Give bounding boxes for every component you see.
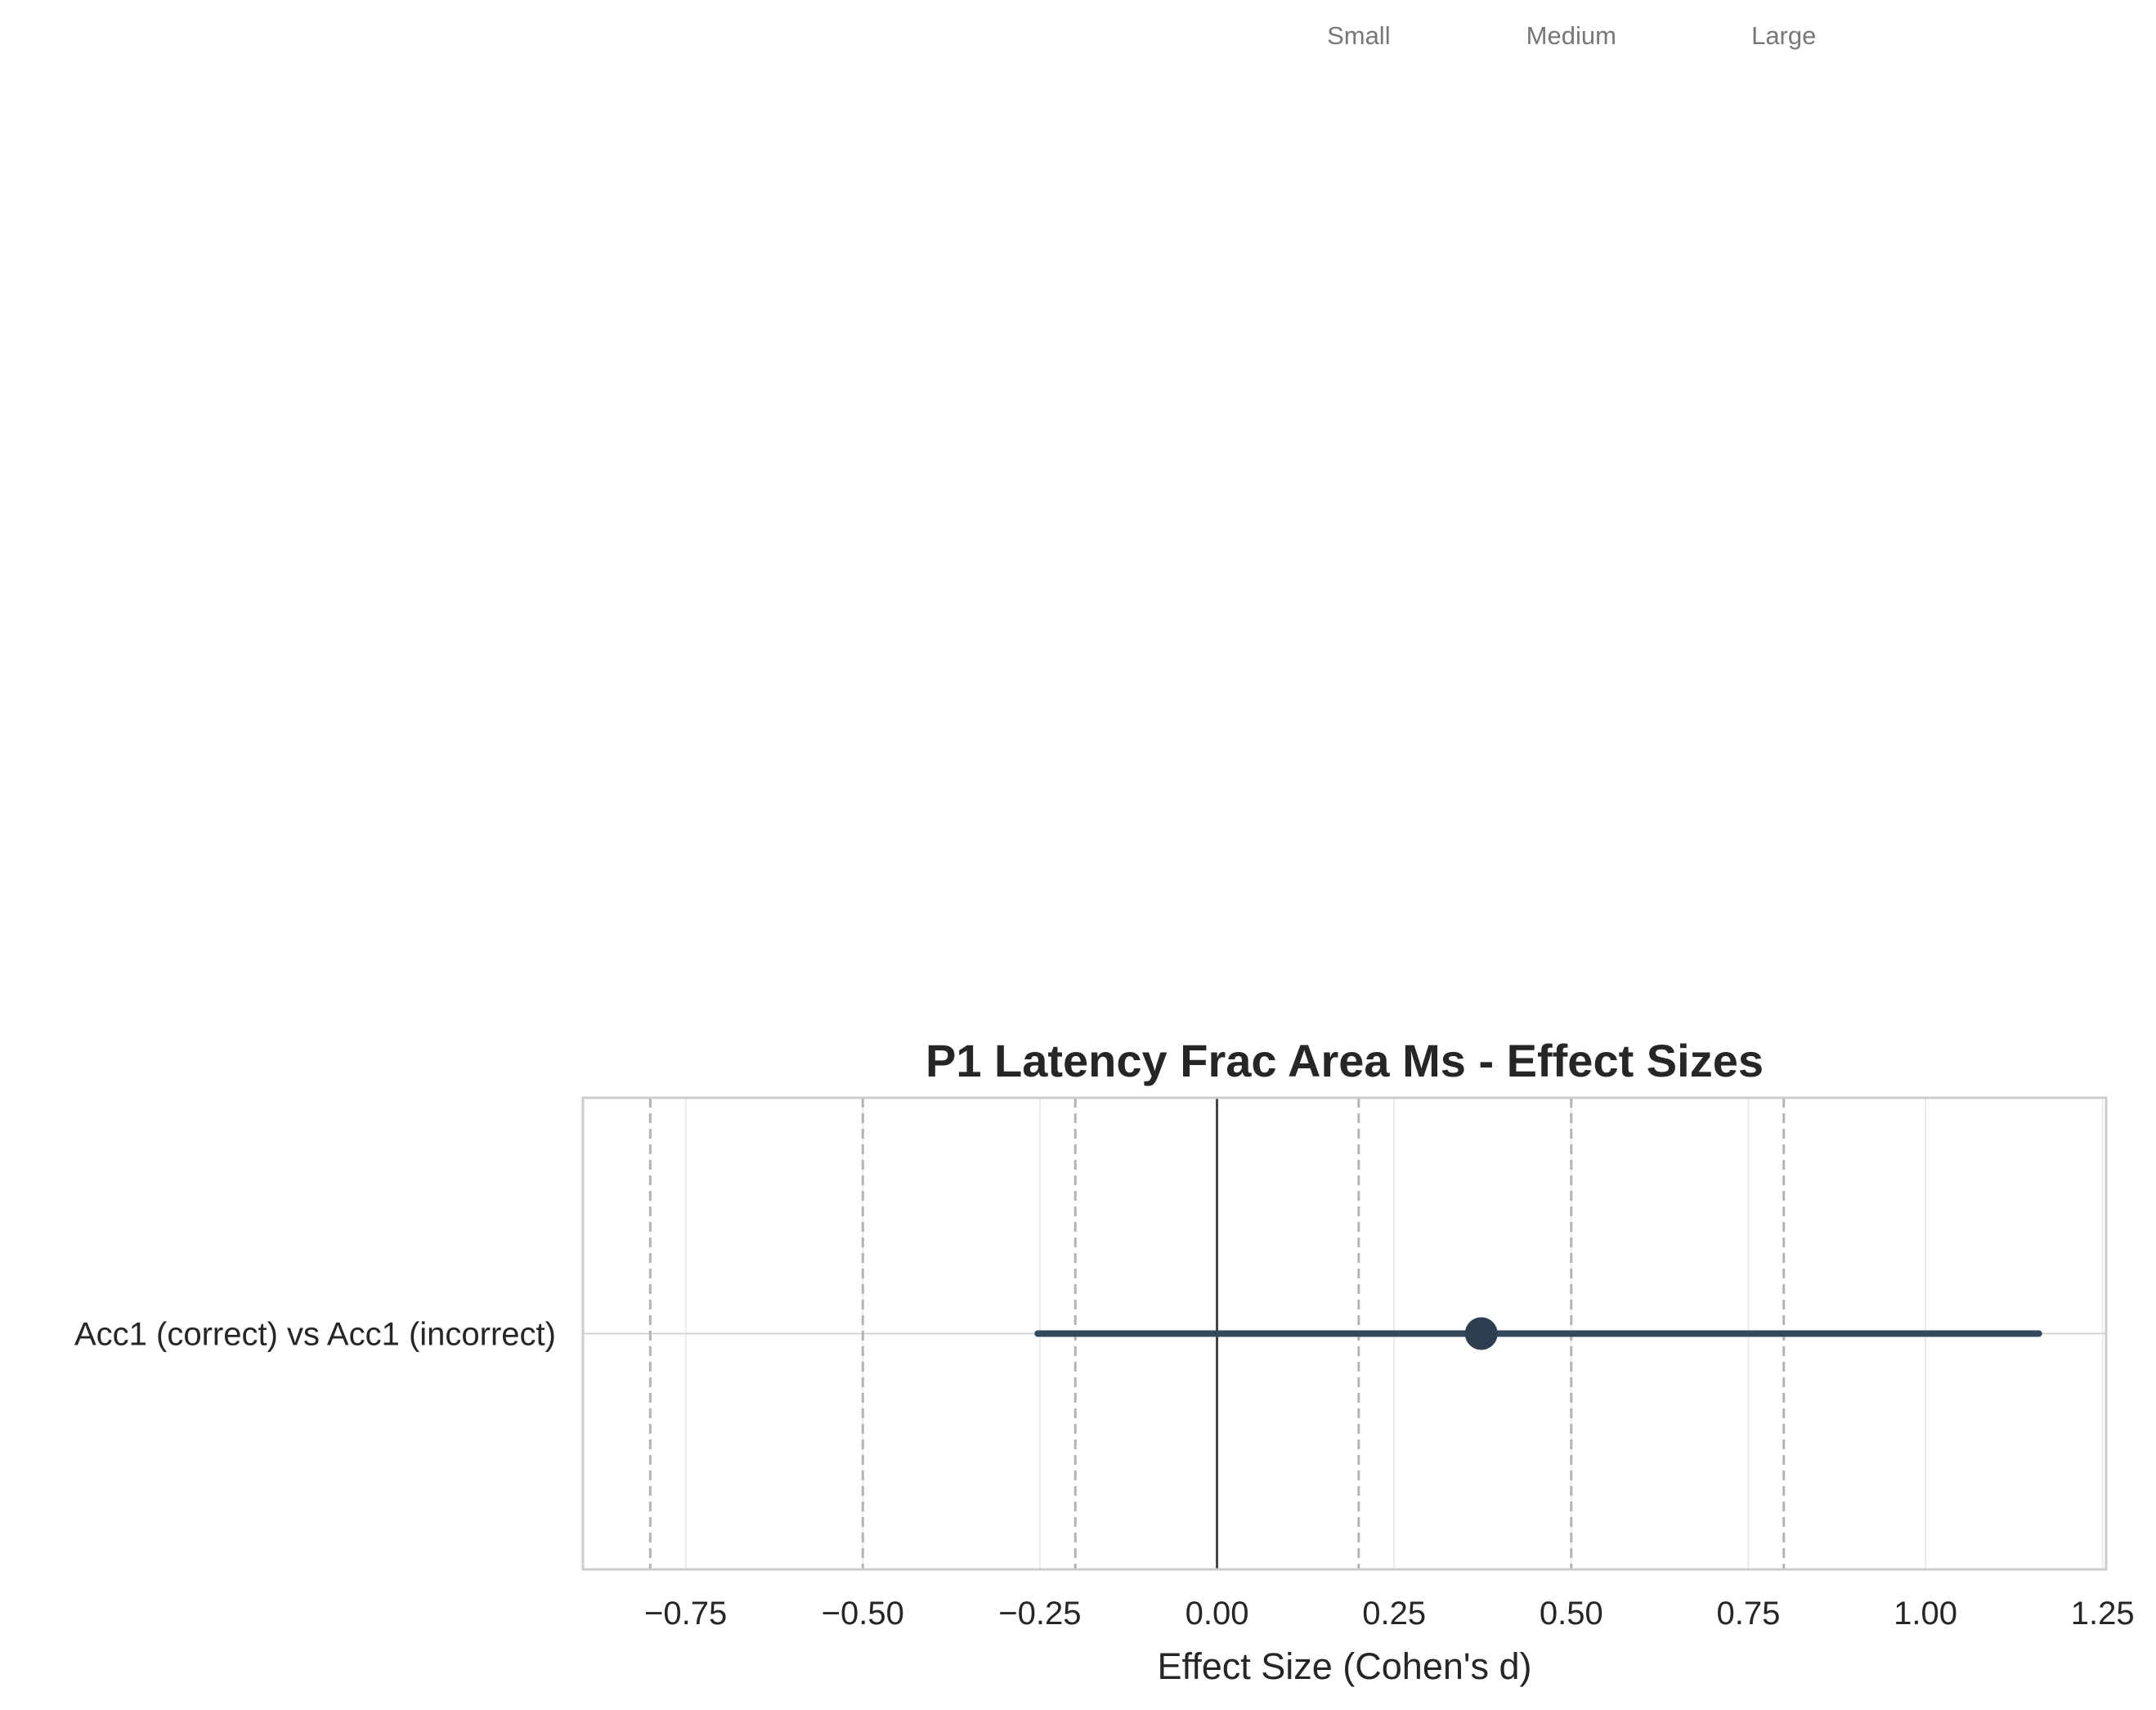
plot-frame [581,1096,2108,1571]
x-tick-label: 0.00 [1186,1596,1249,1632]
x-tick-label: 1.25 [2071,1596,2135,1632]
x-tick-label: 0.75 [1716,1596,1780,1632]
reference-label: Large [1751,21,1816,50]
x-tick-label: 1.00 [1894,1596,1957,1632]
effect-estimate-point [1464,1317,1498,1350]
x-tick-label: 0.50 [1540,1596,1603,1632]
data-layer [1034,1317,2042,1350]
category-labels: Acc1 (correct) vs Acc1 (incorrect) [74,1317,556,1353]
reference-label: Small [1327,21,1391,50]
chart-title: P1 Latency Frac Area Ms - Effect Sizes [926,1035,1764,1086]
x-tick-label: −0.75 [644,1596,727,1632]
category-label: Acc1 (correct) vs Acc1 (incorrect) [74,1317,556,1353]
x-tick-label: −0.50 [822,1596,904,1632]
reference-labels: Small Medium Large [1327,21,1816,50]
x-axis-title: Effect Size (Cohen's d) [1158,1645,1532,1687]
x-tick-labels: −0.75 −0.50 −0.25 0.00 0.25 0.50 0.75 1.00 1.25 [644,1596,2135,1632]
x-tick-label: 0.25 [1362,1596,1426,1632]
x-tick-label: −0.25 [998,1596,1081,1632]
reference-label: Medium [1526,21,1616,50]
